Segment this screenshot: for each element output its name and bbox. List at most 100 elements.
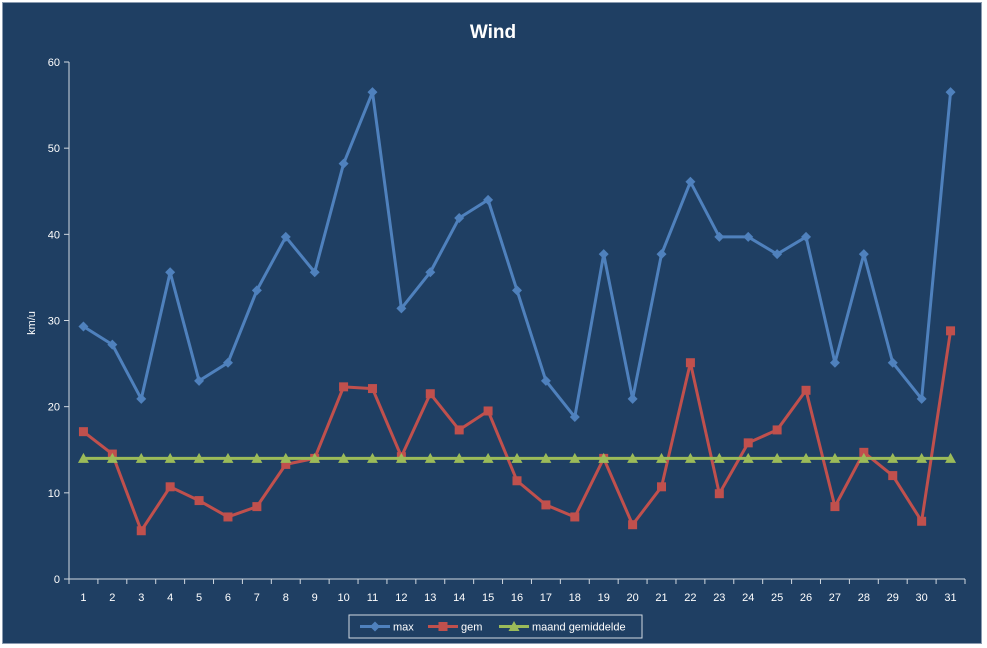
y-tick-label: 30 [48,316,60,328]
data-point-maand-gemiddelde [77,452,89,463]
series-layer [77,87,957,536]
data-point-gem [339,382,349,392]
data-point-max [483,194,494,205]
data-point-maand-gemiddelde [135,452,147,463]
legend-entry-max: max [360,621,414,634]
legend-entry-gem: gem [428,622,482,634]
data-point-maand-gemiddelde [569,452,581,463]
x-tick-label: 22 [684,592,696,604]
data-point-gem [743,438,753,448]
legend-entry-maand-gemiddelde: maand gemiddelde [499,621,626,634]
chart-title: Wind [470,22,516,43]
data-point-max [396,303,407,314]
y-tick-label: 20 [48,402,60,414]
x-tick-label: 23 [713,592,725,604]
data-point-maand-gemiddelde [106,452,118,463]
data-point-maand-gemiddelde [338,452,350,463]
data-point-maand-gemiddelde [858,452,870,463]
data-point-maand-gemiddelde [656,452,668,463]
data-point-max [627,393,638,404]
x-tick-label: 1 [80,592,86,604]
data-point-max [309,267,320,278]
x-tick-label: 26 [800,592,812,604]
series-gem [78,326,956,536]
data-point-max [858,249,869,260]
data-point-gem [830,502,840,512]
series-max [78,87,956,423]
data-point-max [598,249,609,260]
data-point-maand-gemiddelde [482,452,494,463]
legend-label: maand gemiddelde [532,622,626,634]
x-tick-label: 12 [395,592,407,604]
data-point-gem [252,502,262,512]
data-point-maand-gemiddelde [627,452,639,463]
legend-swatch-marker [508,621,520,631]
legend: max gem maand gemiddelde [348,614,643,639]
x-tick-label: 6 [225,592,231,604]
x-tick-label: 5 [196,592,202,604]
data-point-maand-gemiddelde [164,452,176,463]
data-point-maand-gemiddelde [511,452,523,463]
data-point-max [280,231,291,242]
x-tick-label: 25 [771,592,783,604]
data-point-maand-gemiddelde [945,452,957,463]
data-point-maand-gemiddelde [771,452,783,463]
data-point-max [540,375,551,386]
data-point-maand-gemiddelde [366,452,378,463]
data-point-max [251,285,262,296]
data-point-maand-gemiddelde [251,452,263,463]
x-tick-label: 16 [511,592,523,604]
data-point-gem [570,512,580,522]
data-point-maand-gemiddelde [713,452,725,463]
y-tick-label: 40 [48,229,60,241]
x-tick-label: 24 [742,592,754,604]
data-point-max [743,231,754,242]
data-point-max [801,231,812,242]
y-axis-title: km/u [26,311,38,335]
x-tick-label: 19 [598,592,610,604]
data-point-gem [483,406,493,416]
data-point-maand-gemiddelde [829,452,841,463]
data-point-maand-gemiddelde [193,452,205,463]
data-point-gem [512,476,522,486]
data-point-max [945,87,956,98]
y-tick-label: 50 [48,143,60,155]
x-tick-label: 3 [138,592,144,604]
data-point-max [107,339,118,350]
data-point-gem [946,326,956,336]
data-point-gem [714,489,724,499]
data-point-gem [657,482,667,492]
data-point-max [569,412,580,423]
x-tick-label: 14 [453,592,465,604]
x-tick-label: 11 [367,592,378,604]
data-point-max [829,357,840,368]
data-point-gem [888,471,898,481]
x-tick-label: 31 [944,592,956,604]
series-maand-gemiddelde [77,452,957,463]
data-point-max [772,249,783,260]
x-tick-label: 15 [482,592,494,604]
data-point-max [78,321,89,332]
data-point-max [685,176,696,187]
series-line-gem [82,330,953,533]
data-point-maand-gemiddelde [598,452,610,463]
data-point-gem [78,427,88,437]
x-tick-label: 20 [626,592,638,604]
data-point-gem [367,384,377,394]
data-point-gem [541,500,551,510]
data-point-max [338,158,349,169]
data-point-maand-gemiddelde [742,452,754,463]
data-point-maand-gemiddelde [887,452,899,463]
data-point-maand-gemiddelde [280,452,292,463]
data-point-gem [859,447,869,457]
data-point-gem [281,459,291,469]
x-tick-label: 29 [887,592,899,604]
data-point-max [714,231,725,242]
data-point-gem [685,358,695,368]
x-tick-label: 28 [858,592,870,604]
legend-label: gem [461,622,482,634]
legend-swatch-marker [370,621,380,632]
data-point-gem [454,425,464,435]
